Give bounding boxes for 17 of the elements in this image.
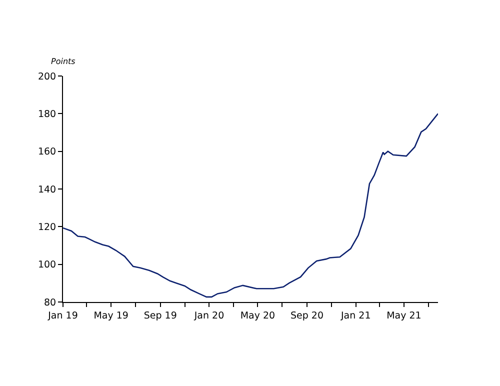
y-tick-label: 200 (38, 71, 56, 82)
y-tick-label: 160 (38, 146, 56, 158)
x-tick-label: Jan 20 (193, 310, 224, 322)
y-tick-label: 120 (38, 222, 56, 233)
x-tick-label: Jan 19 (47, 310, 78, 322)
line-series (63, 113, 438, 298)
y-tick-label: 140 (38, 184, 56, 196)
x-tick-label: Sep 20 (290, 310, 324, 322)
x-tick-label: May 20 (240, 310, 276, 322)
y-tick-label: 80 (44, 297, 56, 308)
x-tick-label: Jan 21 (340, 310, 371, 322)
x-tick-label: Sep 19 (144, 310, 177, 322)
y-tick-label: 100 (38, 260, 56, 271)
y-tick-label: 180 (38, 108, 56, 120)
x-tick-label: May 19 (94, 310, 128, 322)
x-tick-label: May 21 (386, 310, 422, 322)
y-axis-title: Points (51, 57, 76, 66)
